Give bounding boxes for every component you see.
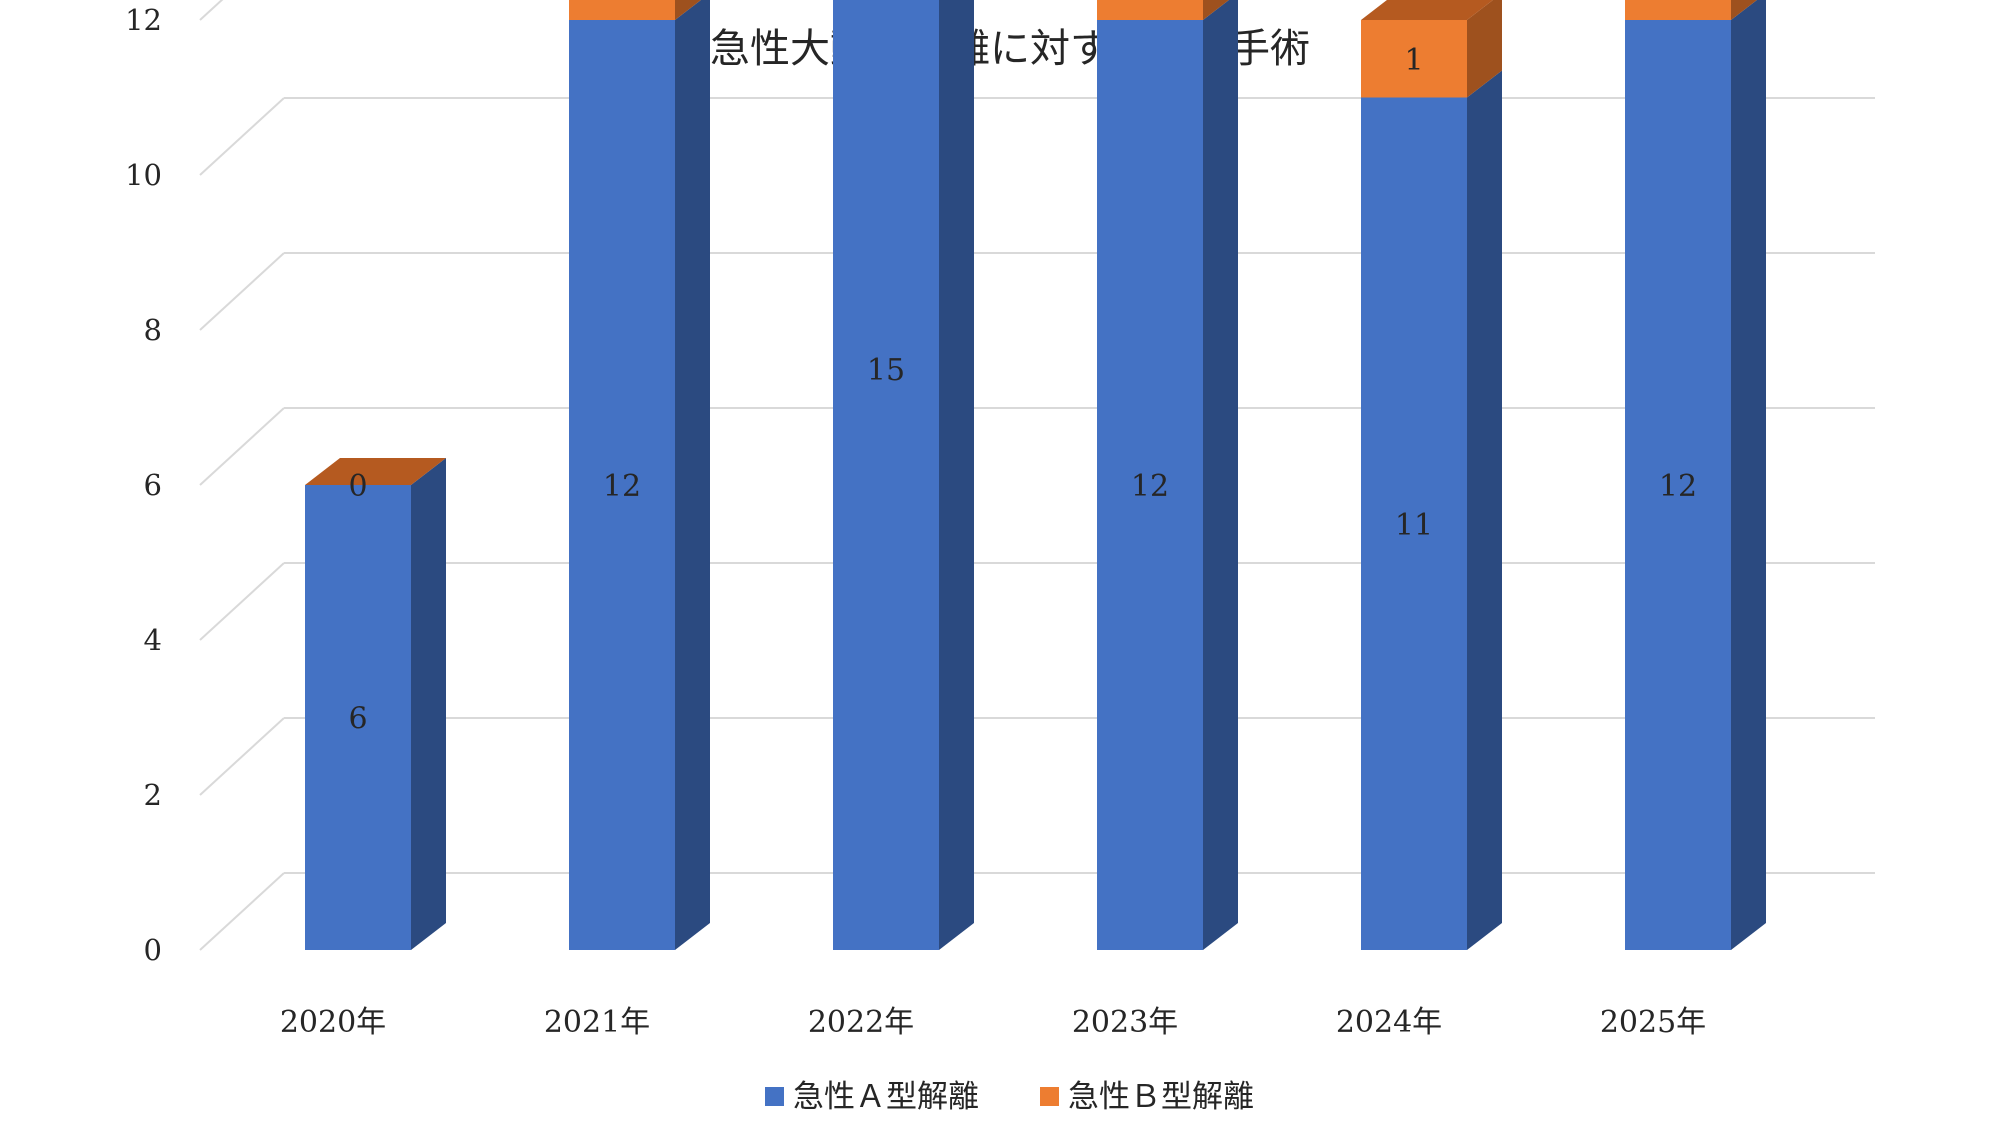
bar-side-face xyxy=(675,0,710,950)
legend-swatch xyxy=(765,1087,784,1106)
x-category-label: 2020年 xyxy=(280,1005,386,1040)
data-label: 12 xyxy=(1131,469,1169,504)
y-tick-label: 6 xyxy=(144,468,162,502)
bar-side-face xyxy=(939,0,974,950)
gridline-depth xyxy=(199,252,285,331)
bar-side-face xyxy=(1731,0,1757,20)
bar-segment xyxy=(1097,20,1203,950)
bar-segment xyxy=(1361,97,1467,950)
y-tick-label: 4 xyxy=(144,623,162,657)
data-label: 12 xyxy=(1659,469,1697,504)
gridline-depth xyxy=(199,407,285,486)
data-label: 0 xyxy=(348,469,367,504)
bars xyxy=(305,0,1766,950)
gridline-depth xyxy=(199,0,224,21)
x-axis-categories: 2020年 2021年 2022年 2023年 2024年 2025年 xyxy=(280,1005,1706,1040)
gridlines xyxy=(199,0,1875,951)
legend-label: 急性Ｂ型解離 xyxy=(1068,1079,1254,1115)
x-category-label: 2022年 xyxy=(808,1005,914,1040)
y-tick-label: 2 xyxy=(144,778,162,812)
bar-side-face xyxy=(675,0,701,20)
bar-segment xyxy=(569,20,675,950)
x-category-label: 2025年 xyxy=(1600,1005,1706,1040)
x-category-label: 2021年 xyxy=(544,1005,650,1040)
bar-segment xyxy=(569,0,675,20)
bar-segment xyxy=(1625,0,1731,20)
bar-segment xyxy=(1625,20,1731,950)
data-label: 1 xyxy=(1404,43,1423,78)
x-category-label: 2024年 xyxy=(1336,1005,1442,1040)
bar-side-face xyxy=(1467,0,1502,98)
data-labels: 60122153125111128 xyxy=(348,43,1697,737)
gridline-depth xyxy=(199,717,285,796)
bar-side-face xyxy=(1203,0,1238,950)
y-tick-label: 12 xyxy=(125,3,162,37)
bar-side-face xyxy=(411,458,446,950)
bar-segment xyxy=(305,485,411,950)
data-label: 6 xyxy=(348,702,367,737)
bar-segment xyxy=(1097,0,1203,20)
x-category-label: 2023年 xyxy=(1072,1005,1178,1040)
legend-label: 急性Ａ型解離 xyxy=(793,1079,979,1115)
y-tick-label: 8 xyxy=(144,313,162,347)
gridline-depth xyxy=(199,97,285,176)
data-label: 15 xyxy=(867,353,905,388)
y-axis-ticks: 02468101214161820 xyxy=(125,3,162,967)
bar-top-face xyxy=(1361,0,1493,20)
bar-segment xyxy=(1361,20,1467,98)
bar-side-face xyxy=(1731,0,1766,950)
y-tick-label: 0 xyxy=(144,933,162,967)
legend-swatch xyxy=(1040,1087,1059,1106)
y-tick-label: 10 xyxy=(125,158,162,192)
gridline-depth xyxy=(199,562,285,641)
bar-side-face xyxy=(1467,70,1502,950)
data-label: 11 xyxy=(1395,508,1433,543)
bar-segment xyxy=(833,0,939,950)
bar-top-face xyxy=(305,458,446,485)
legend: 急性Ａ型解離 急性Ｂ型解離 xyxy=(765,1079,1254,1115)
bar-side-face xyxy=(1203,0,1229,20)
data-label: 12 xyxy=(603,469,641,504)
gridline-depth xyxy=(199,872,285,951)
